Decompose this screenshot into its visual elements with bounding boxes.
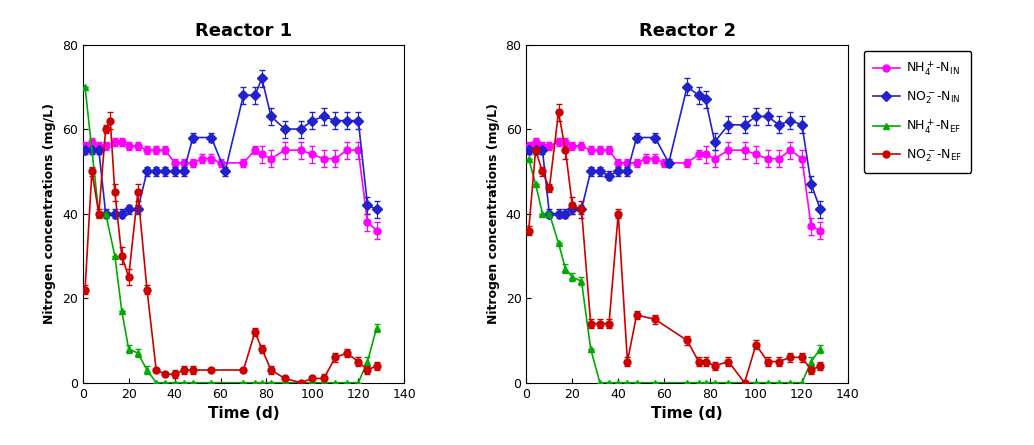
X-axis label: Time (d): Time (d) xyxy=(651,406,723,421)
Legend: NH$_4^+$-N$_\mathrm{IN}$, NO$_2^-$-N$_\mathrm{IN}$, NH$_4^+$-N$_\mathrm{EF}$, NO: NH$_4^+$-N$_\mathrm{IN}$, NO$_2^-$-N$_\m… xyxy=(863,51,971,173)
X-axis label: Time (d): Time (d) xyxy=(208,406,279,421)
Title: Reactor 1: Reactor 1 xyxy=(194,22,292,40)
Y-axis label: Nitrogen concentrations (mg/L): Nitrogen concentrations (mg/L) xyxy=(487,103,500,324)
Title: Reactor 2: Reactor 2 xyxy=(639,22,736,40)
Y-axis label: Nitrogen concentrations (mg/L): Nitrogen concentrations (mg/L) xyxy=(43,103,56,324)
